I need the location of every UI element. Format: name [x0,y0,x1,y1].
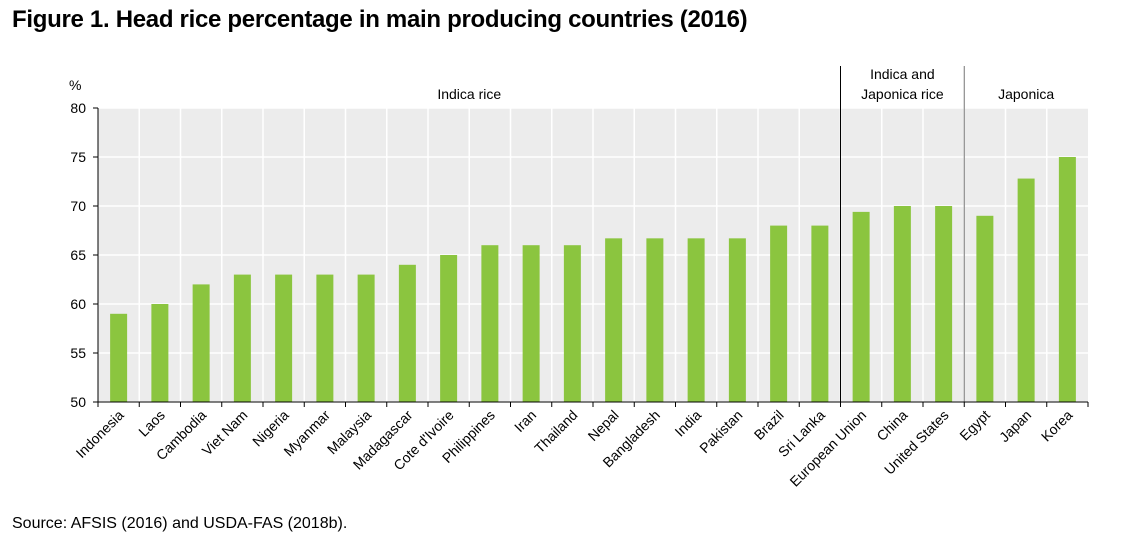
x-tick-label: Japan [996,407,1034,445]
bar-india [687,238,705,402]
bar-viet-nam [233,274,251,402]
bar-thailand [563,245,581,402]
x-tick-label: Viet Nam [199,407,251,459]
bar-european-union [852,211,870,402]
x-tick-label: Myanmar [280,407,333,460]
y-tick-labels: 50 55 60 65 70 75 80 [70,100,86,410]
bar-iran [522,245,540,402]
x-tick-label: Laos [135,407,168,440]
group-label-line2: Japonica rice [861,86,944,102]
bar-bangladesh [646,238,664,402]
bar-myanmar [316,274,334,402]
y-axis-unit-label: % [69,77,81,93]
x-tick-label: Pakistan [696,407,745,456]
bar-indonesia [110,313,128,402]
group-label: Indica rice [437,86,501,102]
bar-nigeria [275,274,293,402]
gridlines [98,107,1088,403]
y-tick-label: 65 [70,247,86,263]
bar-laos [151,304,169,402]
x-tick-label: Nepal [585,407,622,444]
bar-united-states [935,206,953,402]
bar-pakistan [728,238,746,402]
x-tick-label: Brazil [751,407,787,443]
bar-madagascar [398,264,416,402]
y-tick-label: 70 [70,198,86,214]
bar-nepal [605,238,623,402]
chart-title: Figure 1. Head rice percentage in main p… [12,6,748,33]
y-tick-label: 60 [70,296,86,312]
y-tick-label: 80 [70,100,86,116]
bar-cote-d-ivoire [440,255,458,402]
bar-egypt [976,215,994,402]
group-separators [840,66,965,402]
group-label-line1: Indica and [870,66,935,82]
source-note: Source: AFSIS (2016) and USDA-FAS (2018b… [12,515,348,532]
x-tick-label: Egypt [956,407,993,444]
bar-korea [1058,157,1076,402]
bar-sri-lanka [811,225,829,402]
axes [93,107,1089,407]
bar-brazil [770,225,788,402]
x-tick-label: Iran [511,407,539,435]
y-tick-label: 50 [70,394,86,410]
bars [110,157,1076,402]
x-tick-label: China [873,407,910,444]
y-tick-label: 75 [70,149,86,165]
x-tick-label: Korea [1038,407,1076,445]
bar-japan [1017,178,1035,402]
bar-philippines [481,245,499,402]
x-tick-label: India [671,407,704,440]
x-tick-label: Indonesia [72,407,126,461]
x-tick-label: Thailand [531,407,580,456]
bar-malaysia [357,274,375,402]
bar-china [893,206,911,402]
group-labels: Indica rice Indica and Japonica rice Japoni… [437,66,1054,102]
bar-cambodia [192,284,210,402]
group-label: Japonica [998,86,1054,102]
x-tick-label: European Union [786,407,869,490]
y-tick-label: 55 [70,345,86,361]
